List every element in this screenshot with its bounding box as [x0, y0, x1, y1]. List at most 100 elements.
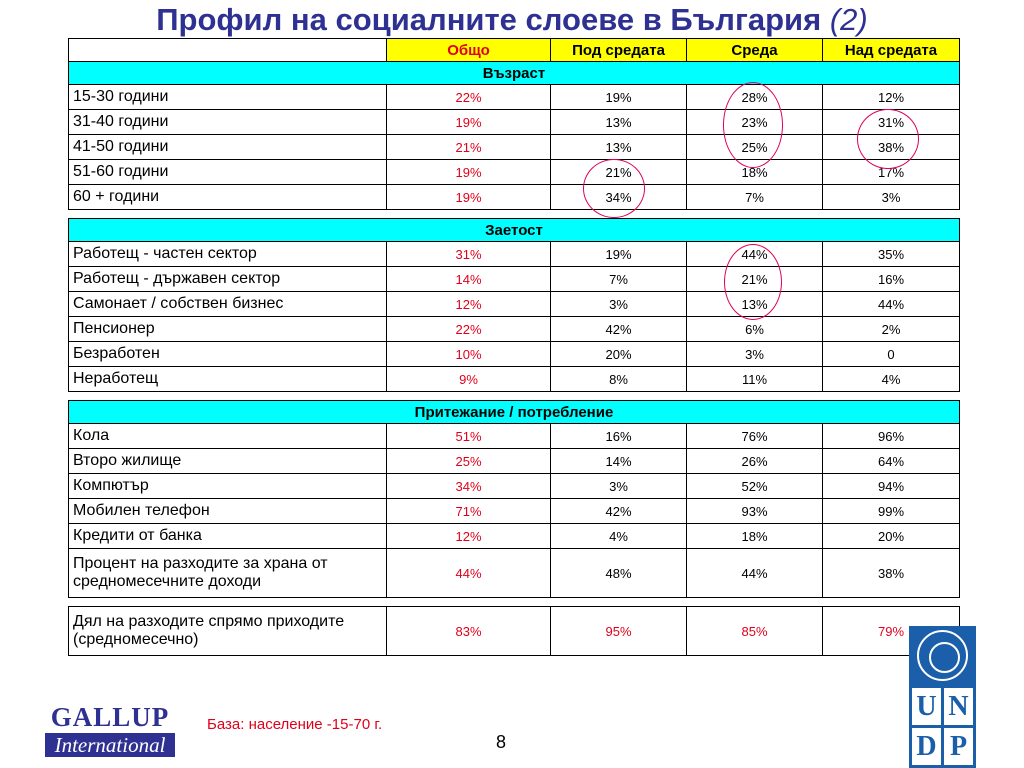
- row-label: Кредити от банка: [68, 523, 387, 549]
- final-row: Дял на разходите спрямо приходите (средн…: [68, 606, 960, 656]
- table-row: 51-60 години 19% 21% 18% 17%: [68, 159, 960, 185]
- title-main: Профил на социалните слоеве в България: [156, 2, 822, 37]
- cell-average: 28%: [686, 84, 823, 110]
- cell-above: 4%: [822, 366, 960, 392]
- cell-total: 14%: [386, 266, 551, 292]
- undp-letter: D: [912, 728, 941, 765]
- cell-average: 18%: [686, 159, 823, 185]
- cell-below: 42%: [550, 316, 687, 342]
- cell-total: 19%: [386, 159, 551, 185]
- cell-above: 0: [822, 341, 960, 367]
- header-total: Общо: [386, 38, 551, 62]
- table-row: Работещ - частен сектор 31% 19% 44% 35%: [68, 241, 960, 267]
- row-label: Неработещ: [68, 366, 387, 392]
- cell-below: 34%: [550, 184, 687, 210]
- section-title: Възраст: [68, 61, 960, 85]
- cell-average: 76%: [686, 423, 823, 449]
- cell-below: 3%: [550, 473, 687, 499]
- section-header-age: Възраст: [68, 61, 960, 85]
- cell-total: 31%: [386, 241, 551, 267]
- spacer-row: [68, 597, 960, 607]
- row-label: Мобилен телефон: [68, 498, 387, 524]
- cell-below: 19%: [550, 241, 687, 267]
- page-title: Профил на социалните слоеве в България (…: [0, 0, 1024, 40]
- cell-below: 16%: [550, 423, 687, 449]
- cell-average: 13%: [686, 291, 823, 317]
- cell-total: 51%: [386, 423, 551, 449]
- page-number: 8: [496, 732, 507, 752]
- cell-average: 6%: [686, 316, 823, 342]
- cell-total: 83%: [386, 606, 551, 656]
- cell-below: 13%: [550, 109, 687, 135]
- cell-below: 20%: [550, 341, 687, 367]
- row-label: 15-30 години: [68, 84, 387, 110]
- cell-above: 38%: [822, 134, 960, 160]
- cell-above: 99%: [822, 498, 960, 524]
- table-row: Неработещ 9% 8% 11% 4%: [68, 366, 960, 392]
- table-row: 31-40 години 19% 13% 23% 31%: [68, 109, 960, 135]
- cell-below: 19%: [550, 84, 687, 110]
- un-emblem-icon: [917, 630, 968, 681]
- header-below-average: Под средата: [550, 38, 687, 62]
- cell-total: 10%: [386, 341, 551, 367]
- gallup-logo-line1: GALLUP: [50, 702, 170, 732]
- row-label: Безработен: [68, 341, 387, 367]
- profile-table: Общо Под средата Среда Над средата Възра…: [68, 38, 960, 656]
- table-row: Самонает / собствен бизнес 12% 3% 13% 44%: [68, 291, 960, 317]
- cell-above: 20%: [822, 523, 960, 549]
- cell-total: 12%: [386, 291, 551, 317]
- cell-average: 18%: [686, 523, 823, 549]
- cell-below: 48%: [550, 548, 687, 598]
- table-row: Процент на разходите за храна от средном…: [68, 548, 960, 598]
- undp-logo: U N D P: [909, 626, 976, 768]
- cell-above: 2%: [822, 316, 960, 342]
- cell-average: 11%: [686, 366, 823, 392]
- row-label: Дял на разходите спрямо приходите (средн…: [68, 606, 387, 656]
- cell-above: 35%: [822, 241, 960, 267]
- row-label: 31-40 години: [68, 109, 387, 135]
- cell-total: 22%: [386, 84, 551, 110]
- row-label: 51-60 години: [68, 159, 387, 185]
- row-label: Пенсионер: [68, 316, 387, 342]
- table-row: Безработен 10% 20% 3% 0: [68, 341, 960, 367]
- table-row: 41-50 години 21% 13% 25% 38%: [68, 134, 960, 160]
- row-label: 41-50 години: [68, 134, 387, 160]
- section-title: Заетост: [68, 218, 960, 242]
- table-row: Мобилен телефон 71% 42% 93% 99%: [68, 498, 960, 524]
- table-row: Кредити от банка 12% 4% 18% 20%: [68, 523, 960, 549]
- cell-below: 42%: [550, 498, 687, 524]
- cell-total: 19%: [386, 109, 551, 135]
- cell-below: 4%: [550, 523, 687, 549]
- cell-average: 7%: [686, 184, 823, 210]
- cell-average: 44%: [686, 241, 823, 267]
- table-row: Пенсионер 22% 42% 6% 2%: [68, 316, 960, 342]
- cell-average: 44%: [686, 548, 823, 598]
- cell-average: 23%: [686, 109, 823, 135]
- cell-average: 85%: [686, 606, 823, 656]
- section-header-ownership: Притежание / потребление: [68, 400, 960, 424]
- spacer-row: [68, 391, 960, 401]
- cell-average: 52%: [686, 473, 823, 499]
- base-note: База: население -15-70 г.: [207, 716, 383, 733]
- cell-above: 12%: [822, 84, 960, 110]
- table-row: Второ жилище 25% 14% 26% 64%: [68, 448, 960, 474]
- cell-total: 71%: [386, 498, 551, 524]
- table-row: Работещ - държавен сектор 14% 7% 21% 16%: [68, 266, 960, 292]
- gallup-logo-line2: International: [45, 733, 175, 757]
- cell-total: 19%: [386, 184, 551, 210]
- header-blank: [68, 38, 387, 62]
- header-above-average: Над средата: [822, 38, 960, 62]
- cell-above: 94%: [822, 473, 960, 499]
- cell-total: 34%: [386, 473, 551, 499]
- cell-above: 44%: [822, 291, 960, 317]
- undp-letter: U: [912, 688, 941, 725]
- cell-below: 8%: [550, 366, 687, 392]
- cell-below: 21%: [550, 159, 687, 185]
- cell-total: 25%: [386, 448, 551, 474]
- row-label: Второ жилище: [68, 448, 387, 474]
- cell-above: 16%: [822, 266, 960, 292]
- spacer-row: [68, 209, 960, 219]
- row-label: Самонает / собствен бизнес: [68, 291, 387, 317]
- cell-above: 31%: [822, 109, 960, 135]
- undp-letter: P: [944, 728, 973, 765]
